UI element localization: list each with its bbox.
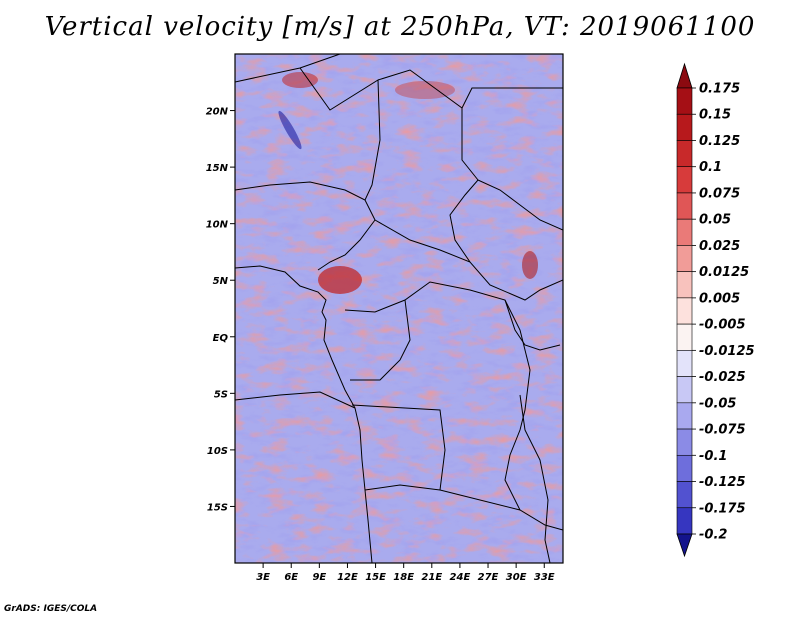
x-tick-label: 30E: [506, 572, 527, 583]
y-tick-label: 15S: [207, 502, 228, 513]
colorbar-segment: [676, 402, 693, 430]
latitude-axis: 20N 15N 10N 5N EQ 5S 10S 15S: [206, 107, 235, 513]
colorbar-label: -0.05: [699, 396, 736, 411]
y-tick-label: 10N: [206, 220, 229, 231]
colorbar-label: 0.0125: [699, 265, 749, 280]
x-tick-label: 15E: [365, 572, 386, 583]
colorbar-segment: [676, 481, 693, 509]
colorbar-segment: [676, 113, 693, 141]
colorbar-bottom-arrow: [676, 533, 693, 558]
x-tick-label: 33E: [534, 572, 555, 583]
colorbar-label: -0.2: [699, 528, 727, 543]
map-frame: [234, 53, 564, 564]
colorbar-label: 0.005: [699, 291, 740, 306]
colorbar-label: 0.075: [699, 186, 740, 201]
y-tick-label: 5S: [214, 389, 228, 400]
colorbar-top-arrow: [676, 62, 693, 89]
colorbar-segment: [676, 218, 693, 246]
colorbar-segment: [676, 323, 693, 351]
y-tick-label: 10S: [207, 446, 228, 457]
x-tick-label: 24E: [450, 572, 471, 583]
colorbar-label: -0.0125: [699, 344, 755, 359]
velocity-field: [235, 54, 563, 563]
x-tick-label: 9E: [312, 572, 326, 583]
colorbar-label: -0.175: [699, 501, 746, 516]
colorbar-segment: [676, 350, 693, 377]
colorbar-label: 0.15: [699, 108, 731, 123]
colorbar-label: 0.175: [699, 82, 740, 97]
colorbar-label: -0.025: [699, 370, 746, 385]
colorbar-segment: [676, 454, 693, 482]
colorbar-segment: [676, 166, 693, 194]
x-tick-label: 3E: [256, 572, 270, 583]
y-tick-label: 15N: [206, 163, 229, 174]
colorbar-segment: [676, 87, 693, 115]
colorbar-label: 0.1: [699, 160, 722, 175]
colorbar-segment: [676, 271, 693, 299]
y-tick-label: 20N: [206, 107, 229, 118]
colorbar-segment: [676, 245, 693, 272]
colorbar-segment: [676, 297, 693, 325]
colorbar-label: -0.005: [699, 318, 746, 333]
colorbar-label: 0.05: [699, 213, 731, 228]
y-tick-label: EQ: [213, 333, 229, 344]
colorbar-label: -0.1: [699, 449, 727, 464]
x-tick-label: 27E: [478, 572, 499, 583]
map-title: Vertical velocity [m/s] at 250hPa, VT: 2…: [44, 12, 756, 42]
x-tick-label: 6E: [284, 572, 298, 583]
y-tick-label: 5N: [213, 276, 229, 287]
colorbar-segment: [676, 140, 693, 168]
x-tick-label: 21E: [421, 572, 442, 583]
colorbar-segment: [676, 192, 693, 220]
colorbar-label: -0.125: [699, 475, 746, 490]
x-tick-label: 12E: [337, 572, 358, 583]
colorbar-label: 0.025: [699, 239, 740, 254]
grads-credit: GrADS: IGES/COLA: [4, 604, 98, 614]
longitude-axis: 3E 6E 9E 12E 15E 18E 21E 24E 27E 30E 33E: [256, 563, 555, 583]
country-borders: [235, 54, 563, 563]
colorbar: 0.175 0.15 0.125 0.1 0.075 0.05 0.025 0.0125 0.0…: [676, 62, 755, 558]
colorbar-segment: [676, 376, 693, 404]
x-tick-label: 18E: [393, 572, 414, 583]
colorbar-segment: [676, 428, 693, 456]
colorbar-label: 0.125: [699, 134, 740, 149]
colorbar-segment: [676, 507, 693, 535]
colorbar-label: -0.075: [699, 423, 746, 438]
